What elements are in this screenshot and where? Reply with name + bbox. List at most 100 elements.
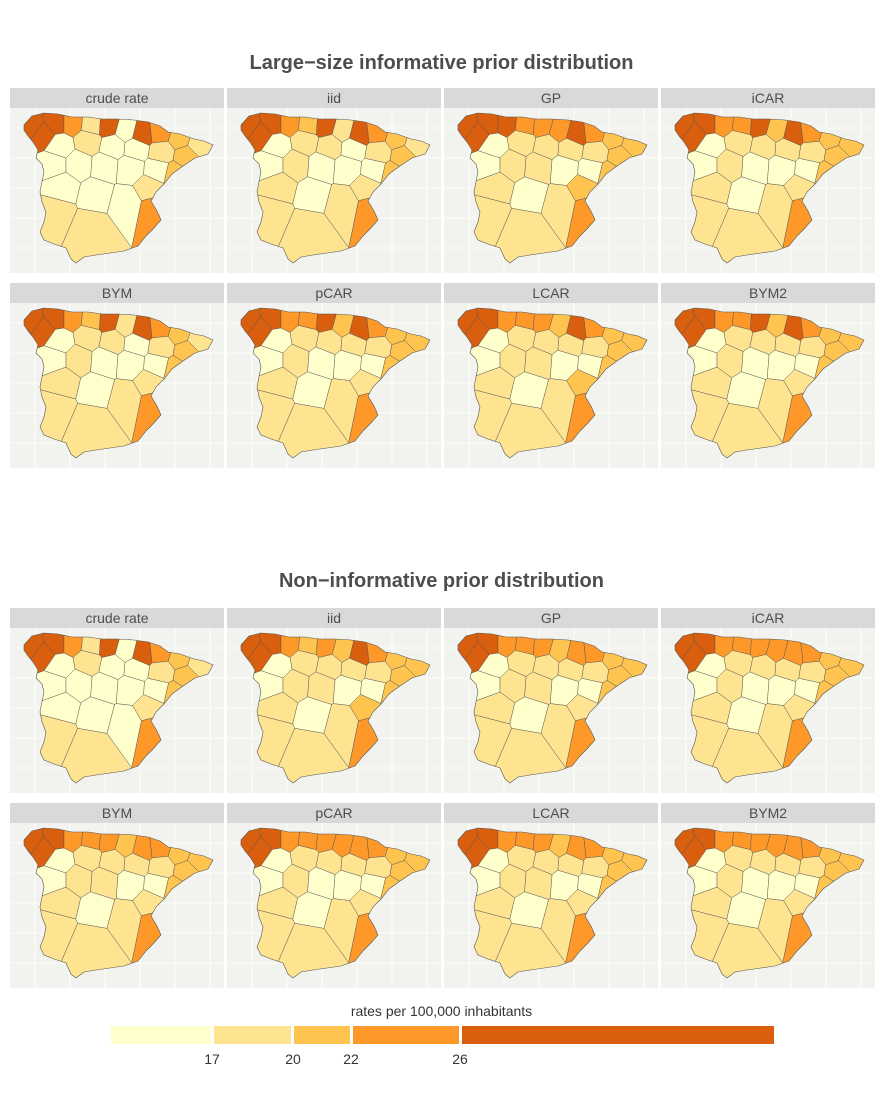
map-panel: iCAR — [661, 88, 875, 273]
panel-label: BYM2 — [661, 803, 875, 823]
map-panel: pCAR — [227, 283, 441, 468]
province-region — [163, 160, 213, 232]
country-outline — [240, 827, 431, 979]
choropleth-map — [227, 303, 441, 468]
country-outline — [23, 307, 214, 459]
panel-label: iid — [227, 88, 441, 108]
panel-label: iCAR — [661, 88, 875, 108]
province-region — [675, 903, 729, 978]
panel-label: crude rate — [10, 88, 224, 108]
country-outline — [240, 112, 431, 264]
province-region — [458, 188, 512, 263]
province-region — [838, 113, 864, 193]
province-region — [380, 160, 430, 232]
legend-tick-label: 20 — [285, 1051, 301, 1067]
panel-label: BYM — [10, 803, 224, 823]
country-outline — [240, 307, 431, 459]
map-panel: iid — [227, 608, 441, 793]
province-region — [838, 633, 864, 713]
country-outline — [23, 112, 214, 264]
province-region — [187, 113, 213, 193]
province-region — [298, 308, 319, 330]
color-legend-bar — [111, 1026, 774, 1044]
map-svg — [10, 823, 224, 988]
map-svg — [661, 303, 875, 468]
province-region — [24, 188, 78, 263]
province-region — [404, 828, 430, 908]
province-region — [838, 308, 864, 388]
province-region — [24, 903, 78, 978]
province-region — [404, 308, 430, 388]
panel-label: LCAR — [444, 283, 658, 303]
choropleth-map — [661, 108, 875, 273]
province-region — [24, 708, 78, 783]
country-outline — [674, 307, 865, 459]
province-region — [814, 875, 864, 947]
map-panel: pCAR — [227, 803, 441, 988]
panel-label: pCAR — [227, 283, 441, 303]
province-region — [621, 633, 647, 713]
panel-label: GP — [444, 88, 658, 108]
choropleth-map — [444, 108, 658, 273]
section-2-title: Non−informative prior distribution — [278, 570, 604, 592]
map-panel: crude rate — [10, 608, 224, 793]
map-svg — [10, 108, 224, 273]
province-region — [187, 308, 213, 388]
panel-label: BYM2 — [661, 283, 875, 303]
panel-label: GP — [444, 608, 658, 628]
province-region — [404, 633, 430, 713]
map-svg — [444, 823, 658, 988]
province-region — [24, 383, 78, 458]
province-region — [675, 383, 729, 458]
province-region — [515, 828, 536, 850]
map-svg — [444, 108, 658, 273]
country-outline — [457, 112, 648, 264]
map-panel: crude rate — [10, 88, 224, 273]
province-region — [163, 680, 213, 752]
map-svg — [227, 823, 441, 988]
legend-swatch — [351, 1026, 460, 1044]
legend-tick-label: 26 — [452, 1051, 468, 1067]
choropleth-map — [10, 108, 224, 273]
panel-label: pCAR — [227, 803, 441, 823]
province-region — [187, 828, 213, 908]
province-region — [458, 708, 512, 783]
province-region — [814, 160, 864, 232]
map-svg — [10, 303, 224, 468]
map-panel: LCAR — [444, 803, 658, 988]
map-svg — [661, 823, 875, 988]
map-svg — [10, 628, 224, 793]
province-region — [81, 633, 102, 655]
choropleth-map — [444, 303, 658, 468]
choropleth-map — [444, 628, 658, 793]
panel-label: BYM — [10, 283, 224, 303]
panel-label: iCAR — [661, 608, 875, 628]
country-outline — [674, 112, 865, 264]
choropleth-map — [10, 303, 224, 468]
province-region — [81, 308, 102, 330]
province-region — [732, 828, 753, 850]
province-region — [838, 828, 864, 908]
map-panel: BYM — [10, 283, 224, 468]
map-svg — [227, 108, 441, 273]
province-region — [732, 308, 753, 330]
country-outline — [674, 827, 865, 979]
map-panel: LCAR — [444, 283, 658, 468]
province-region — [298, 113, 319, 135]
province-region — [621, 308, 647, 388]
province-region — [241, 903, 295, 978]
province-region — [380, 355, 430, 427]
province-region — [597, 680, 647, 752]
province-region — [675, 188, 729, 263]
country-outline — [23, 827, 214, 979]
province-region — [163, 355, 213, 427]
legend-separator — [211, 1026, 214, 1044]
province-region — [241, 188, 295, 263]
province-region — [814, 355, 864, 427]
map-svg — [444, 303, 658, 468]
province-region — [597, 875, 647, 947]
panel-label: iid — [227, 608, 441, 628]
province-region — [298, 633, 319, 655]
province-region — [241, 383, 295, 458]
map-svg — [444, 628, 658, 793]
